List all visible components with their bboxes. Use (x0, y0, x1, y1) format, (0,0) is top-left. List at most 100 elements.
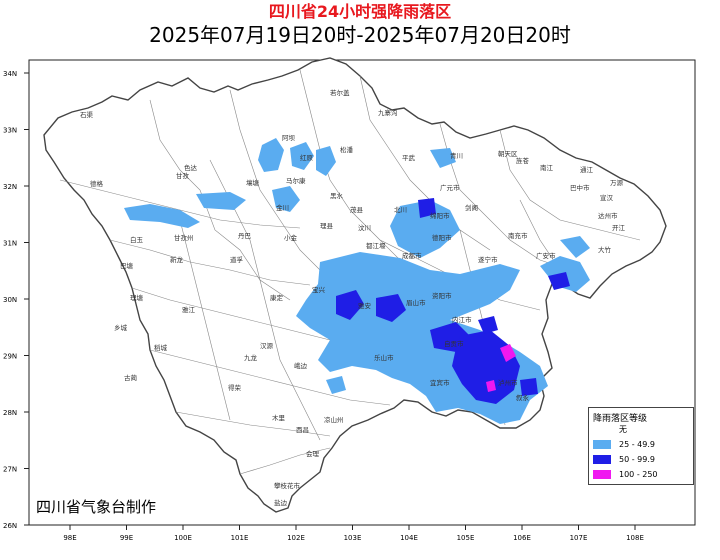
place-label: 雅安 (358, 301, 372, 310)
place-label: 宣汉 (600, 193, 614, 202)
map-subtitle: 2025年07月19日20时-2025年07月20日20时 (149, 23, 571, 47)
place-label: 石渠 (80, 110, 94, 119)
place-label: 平武 (402, 153, 416, 162)
place-label: 稻城 (154, 343, 168, 352)
place-label: 宜宾市 (430, 378, 450, 387)
place-label: 都江堰 (366, 241, 386, 250)
place-label: 雅江 (182, 306, 196, 314)
rain-area-100 (486, 344, 516, 392)
place-label: 达州市 (598, 211, 618, 220)
legend-title: 降雨落区等级 (593, 414, 648, 424)
y-tick-label: 32N (3, 183, 17, 191)
legend-label: 100 - 250 (619, 469, 658, 479)
place-label: 剑阁 (465, 203, 478, 212)
place-label: 内江市 (452, 315, 472, 324)
place-label: 康定 (270, 293, 284, 302)
place-label: 泸州市 (498, 378, 518, 387)
map-title: 四川省24小时强降雨落区 (268, 2, 452, 21)
place-label: 万源 (610, 178, 624, 187)
y-tick-label: 26N (3, 522, 17, 530)
place-label: 大竹 (598, 245, 612, 254)
place-label: 眉山市 (406, 298, 426, 307)
place-label: 古蔺 (124, 373, 138, 382)
place-label: 朝天区 (498, 150, 518, 158)
legend-item: 100 - 250 (593, 469, 658, 479)
map-frame (28, 59, 696, 526)
x-tick-label: 103E (344, 534, 362, 542)
x-tick-label: 106E (513, 534, 531, 542)
legend-swatch (593, 454, 611, 464)
place-label: 九龙 (244, 353, 258, 362)
place-label: 色达 (184, 163, 198, 172)
place-label: 木里 (272, 413, 286, 422)
y-tick-label: 29N (3, 353, 17, 361)
place-label: 峨边 (294, 361, 308, 370)
y-tick-label: 30N (3, 296, 17, 304)
x-tick-label: 104E (400, 534, 418, 542)
axis-ticks: 98E 99E 100E 101E 102E 103E 104E 105E 106E 107E 10… (3, 70, 644, 542)
place-label: 黑水 (330, 191, 344, 200)
place-label: 甘孜 (176, 171, 190, 180)
place-label: 新龙 (170, 255, 184, 264)
legend-label: 25 - 49.9 (619, 439, 655, 449)
x-tick-label: 101E (231, 534, 249, 542)
place-label: 乡城 (114, 324, 128, 332)
place-label: 乐山市 (374, 353, 394, 362)
place-label: 茂县 (350, 205, 364, 214)
x-tick-label: 98E (63, 534, 76, 542)
place-label: 北川 (394, 206, 407, 214)
place-label: 丹巴 (238, 232, 252, 240)
place-label: 松潘 (340, 145, 354, 154)
place-label: 红原 (300, 153, 314, 162)
place-label: 壤塘 (246, 178, 260, 187)
legend-label: 50 - 99.9 (619, 454, 655, 464)
x-tick-label: 105E (457, 534, 475, 542)
place-label: 马尔康 (286, 176, 306, 185)
legend-item: 50 - 99.9 (593, 454, 655, 464)
legend-label: 无 (619, 424, 627, 434)
place-label: 得荣 (228, 383, 242, 392)
place-label: 会理 (306, 449, 320, 458)
place-label: 汶川 (358, 223, 371, 232)
y-tick-label: 34N (3, 70, 17, 78)
legend-item: 无 (593, 424, 627, 434)
place-label: 德阳市 (432, 233, 452, 242)
x-tick-label: 102E (287, 534, 305, 542)
place-label: 九寨沟 (378, 108, 398, 117)
place-label: 开江 (612, 224, 626, 232)
x-tick-label: 99E (120, 534, 133, 542)
place-label: 小金 (284, 233, 298, 242)
y-tick-label: 33N (3, 127, 17, 135)
place-label: 汉源 (260, 341, 274, 350)
place-label: 南充市 (508, 231, 528, 240)
y-tick-label: 28N (3, 409, 17, 417)
legend-item: 25 - 49.9 (593, 439, 655, 449)
y-tick-label: 27N (3, 466, 17, 474)
place-label: 甘孜州 (174, 233, 194, 242)
place-label: 遂宁市 (478, 255, 498, 264)
place-label: 南江 (540, 163, 554, 172)
place-label: 金川 (276, 203, 289, 212)
place-label: 绵阳市 (430, 211, 450, 220)
x-tick-label: 108E (626, 534, 644, 542)
x-tick-label: 107E (570, 534, 588, 542)
place-label: 通江 (580, 165, 594, 174)
place-label: 攀枝花市 (274, 481, 301, 490)
place-label: 白玉 (130, 235, 144, 244)
place-label: 广元市 (440, 183, 460, 192)
place-label: 理塘 (130, 293, 144, 302)
y-tick-label: 31N (3, 240, 17, 248)
legend: 降雨落区等级 无 25 - 49.9 50 - 99.9 100 - 250 (588, 407, 694, 485)
place-label: 宝兴 (312, 285, 326, 294)
place-label: 道孚 (230, 255, 244, 264)
place-label: 叙永 (516, 393, 530, 402)
place-label: 西昌 (296, 426, 309, 434)
place-label: 巴中市 (570, 183, 590, 192)
legend-swatch (593, 469, 611, 479)
place-label: 凉山州 (324, 415, 344, 424)
place-label: 理县 (320, 222, 334, 230)
legend-swatch (593, 439, 611, 449)
place-label: 阿坝 (282, 133, 296, 142)
